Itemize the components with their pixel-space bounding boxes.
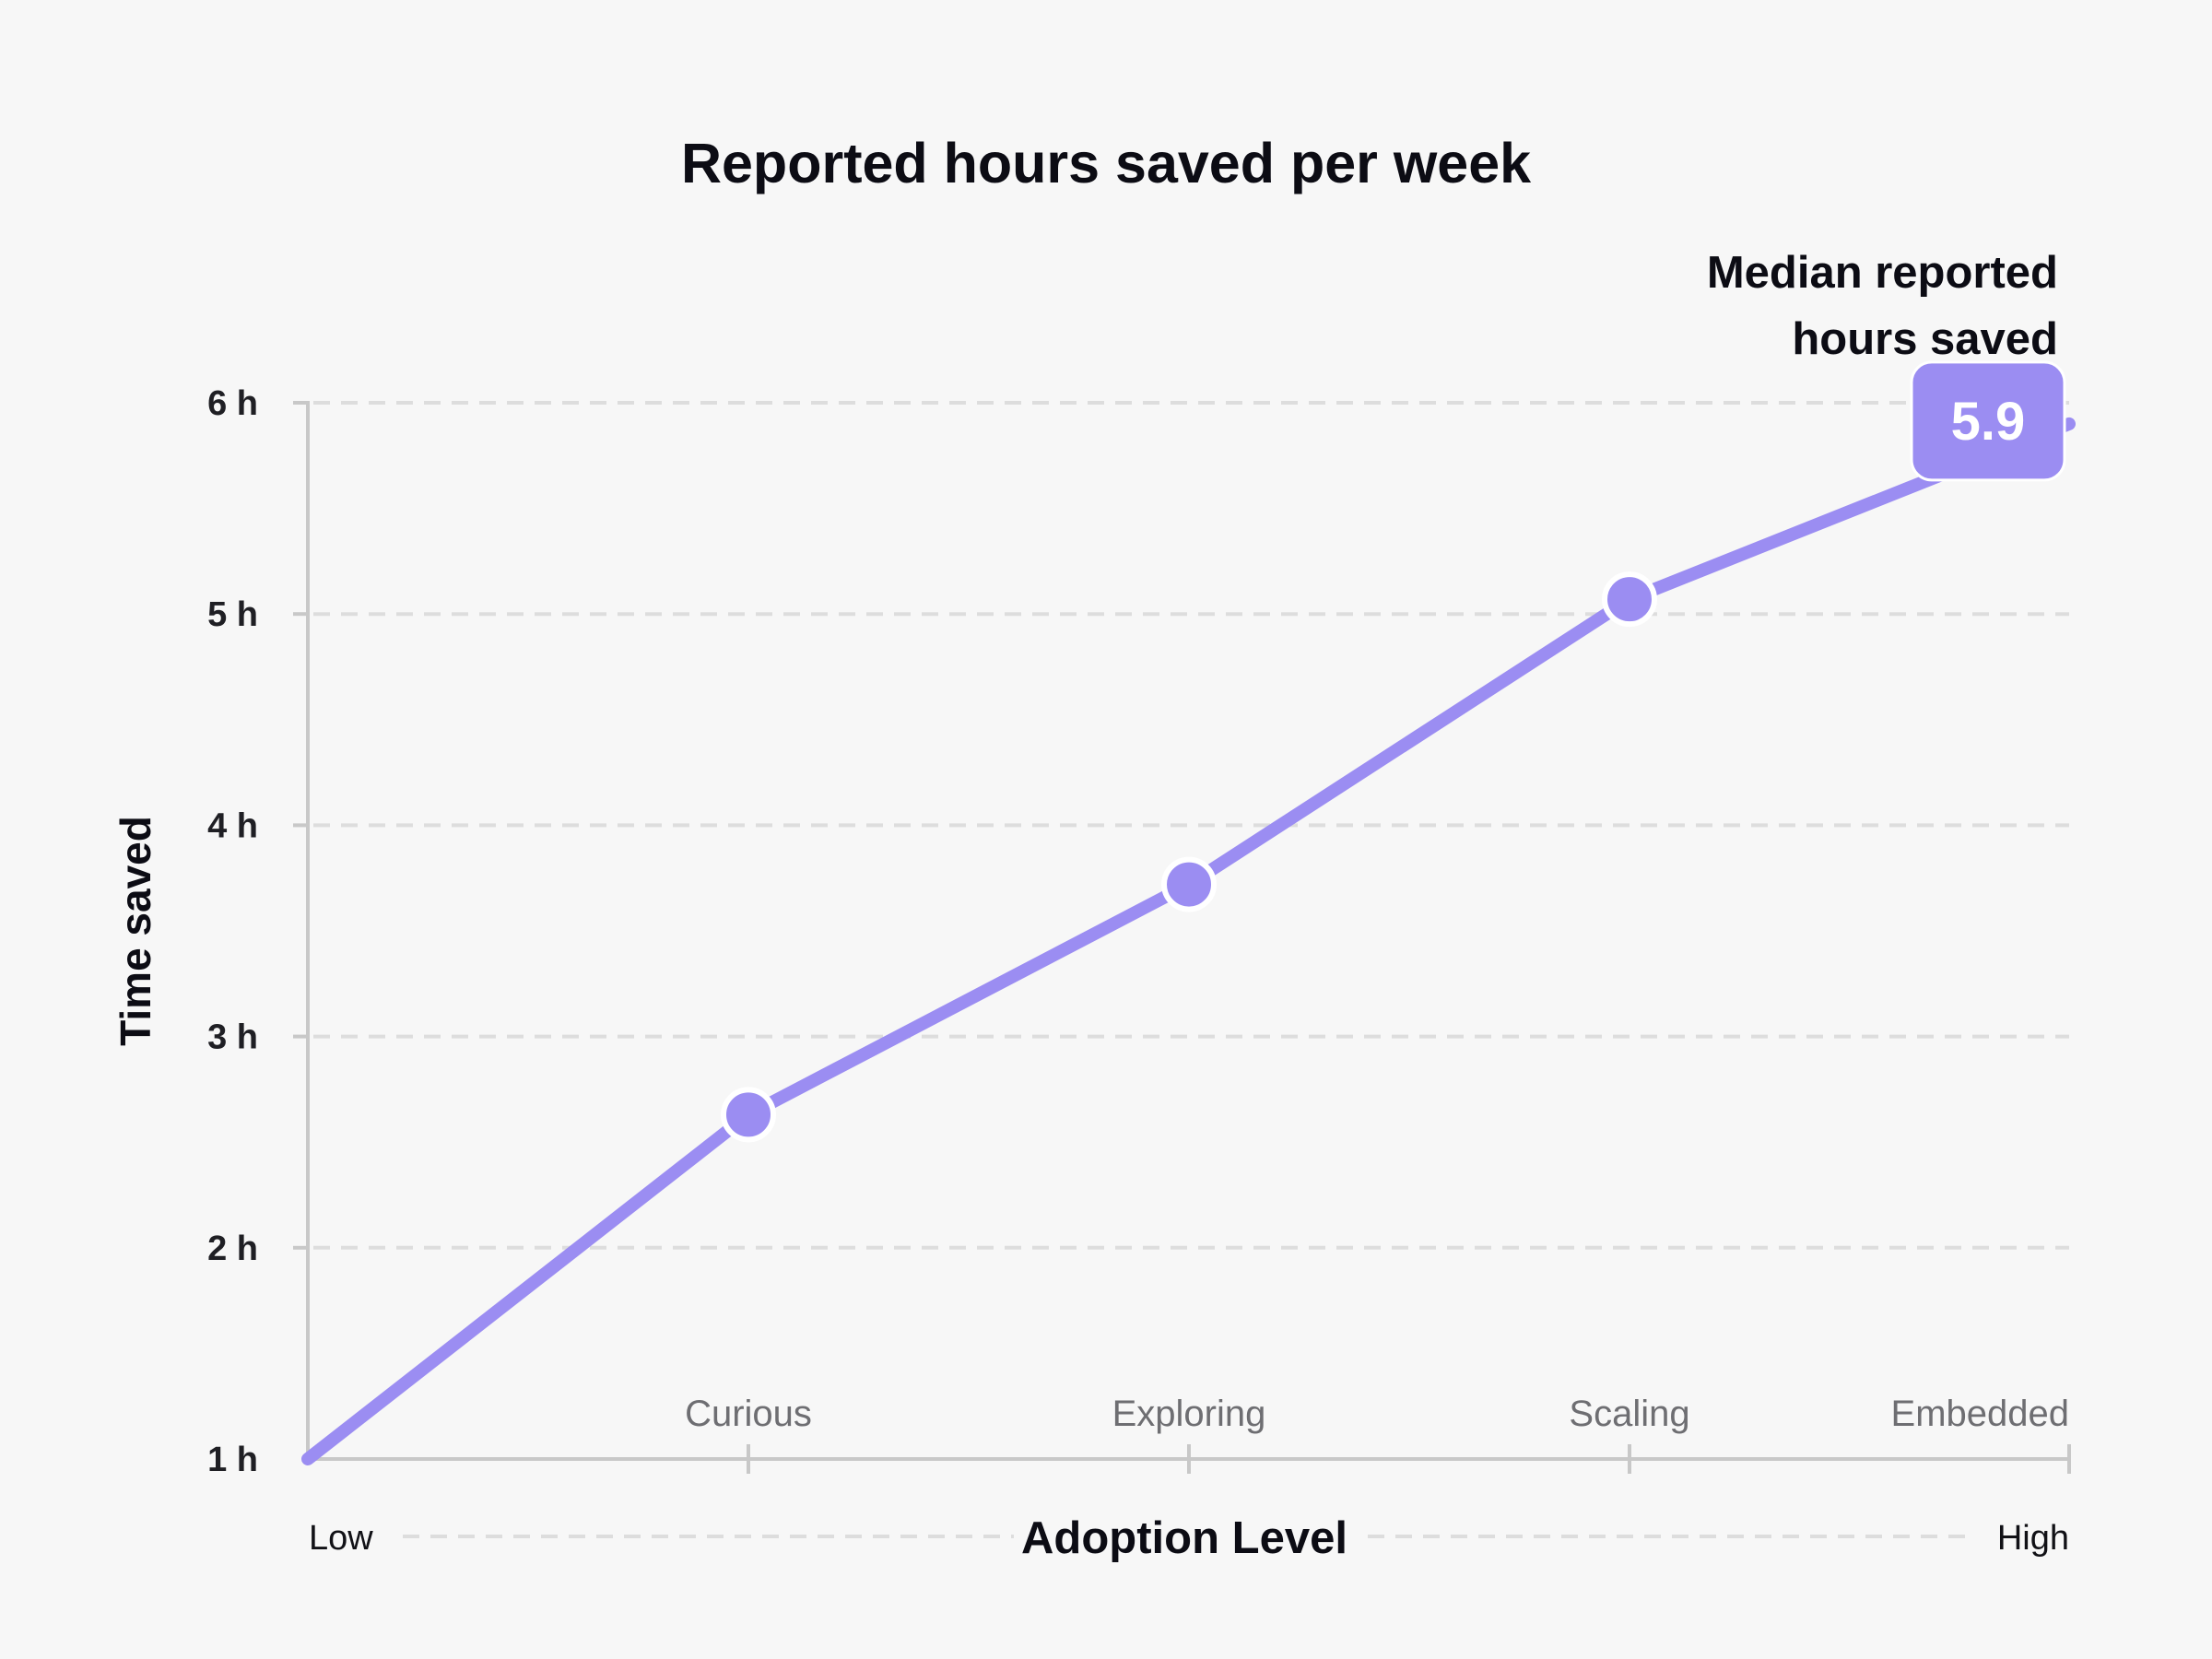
- annotation-line-1: Median reported: [1707, 248, 2058, 298]
- y-axis-ticks: 1 h 2 h 3 h 4 h 5 h 6 h: [207, 384, 258, 1479]
- chart-title: Reported hours saved per week: [681, 132, 1531, 194]
- value-badge-label: 5.9: [1951, 392, 2026, 452]
- x-tick-label: Exploring: [1112, 1394, 1266, 1434]
- axes: [293, 401, 2069, 1461]
- x-axis-ticks: Curious Exploring Scaling Embedded: [685, 1394, 2071, 1474]
- data-point: [1161, 856, 1217, 912]
- value-badge: 5.9: [1910, 360, 2066, 482]
- y-tick-label: 3 h: [207, 1018, 258, 1057]
- y-tick-label: 6 h: [207, 384, 258, 423]
- x-tick-label: Scaling: [1569, 1394, 1689, 1434]
- y-tick-label: 5 h: [207, 595, 258, 634]
- gridlines: [313, 401, 2069, 1250]
- data-point: [721, 1087, 776, 1143]
- series-line: [301, 417, 2076, 1465]
- data-point: [1602, 571, 1657, 628]
- y-tick-label: 2 h: [207, 1230, 258, 1268]
- x-tick-label: Embedded: [1891, 1394, 2069, 1434]
- value-badge-box: [1910, 360, 2066, 482]
- x-tick-label: Curious: [685, 1394, 812, 1434]
- y-axis-label: Time saved: [112, 816, 159, 1046]
- x-axis-high-label: High: [1997, 1519, 2069, 1558]
- y-tick-label: 4 h: [207, 806, 258, 845]
- x-axis-label: Adoption Level: [1021, 1513, 1347, 1563]
- series-polyline: [301, 417, 2076, 1465]
- y-tick-label: 1 h: [207, 1441, 258, 1479]
- annotation-line-2: hours saved: [1792, 314, 2058, 364]
- x-axis-low-label: Low: [309, 1519, 373, 1558]
